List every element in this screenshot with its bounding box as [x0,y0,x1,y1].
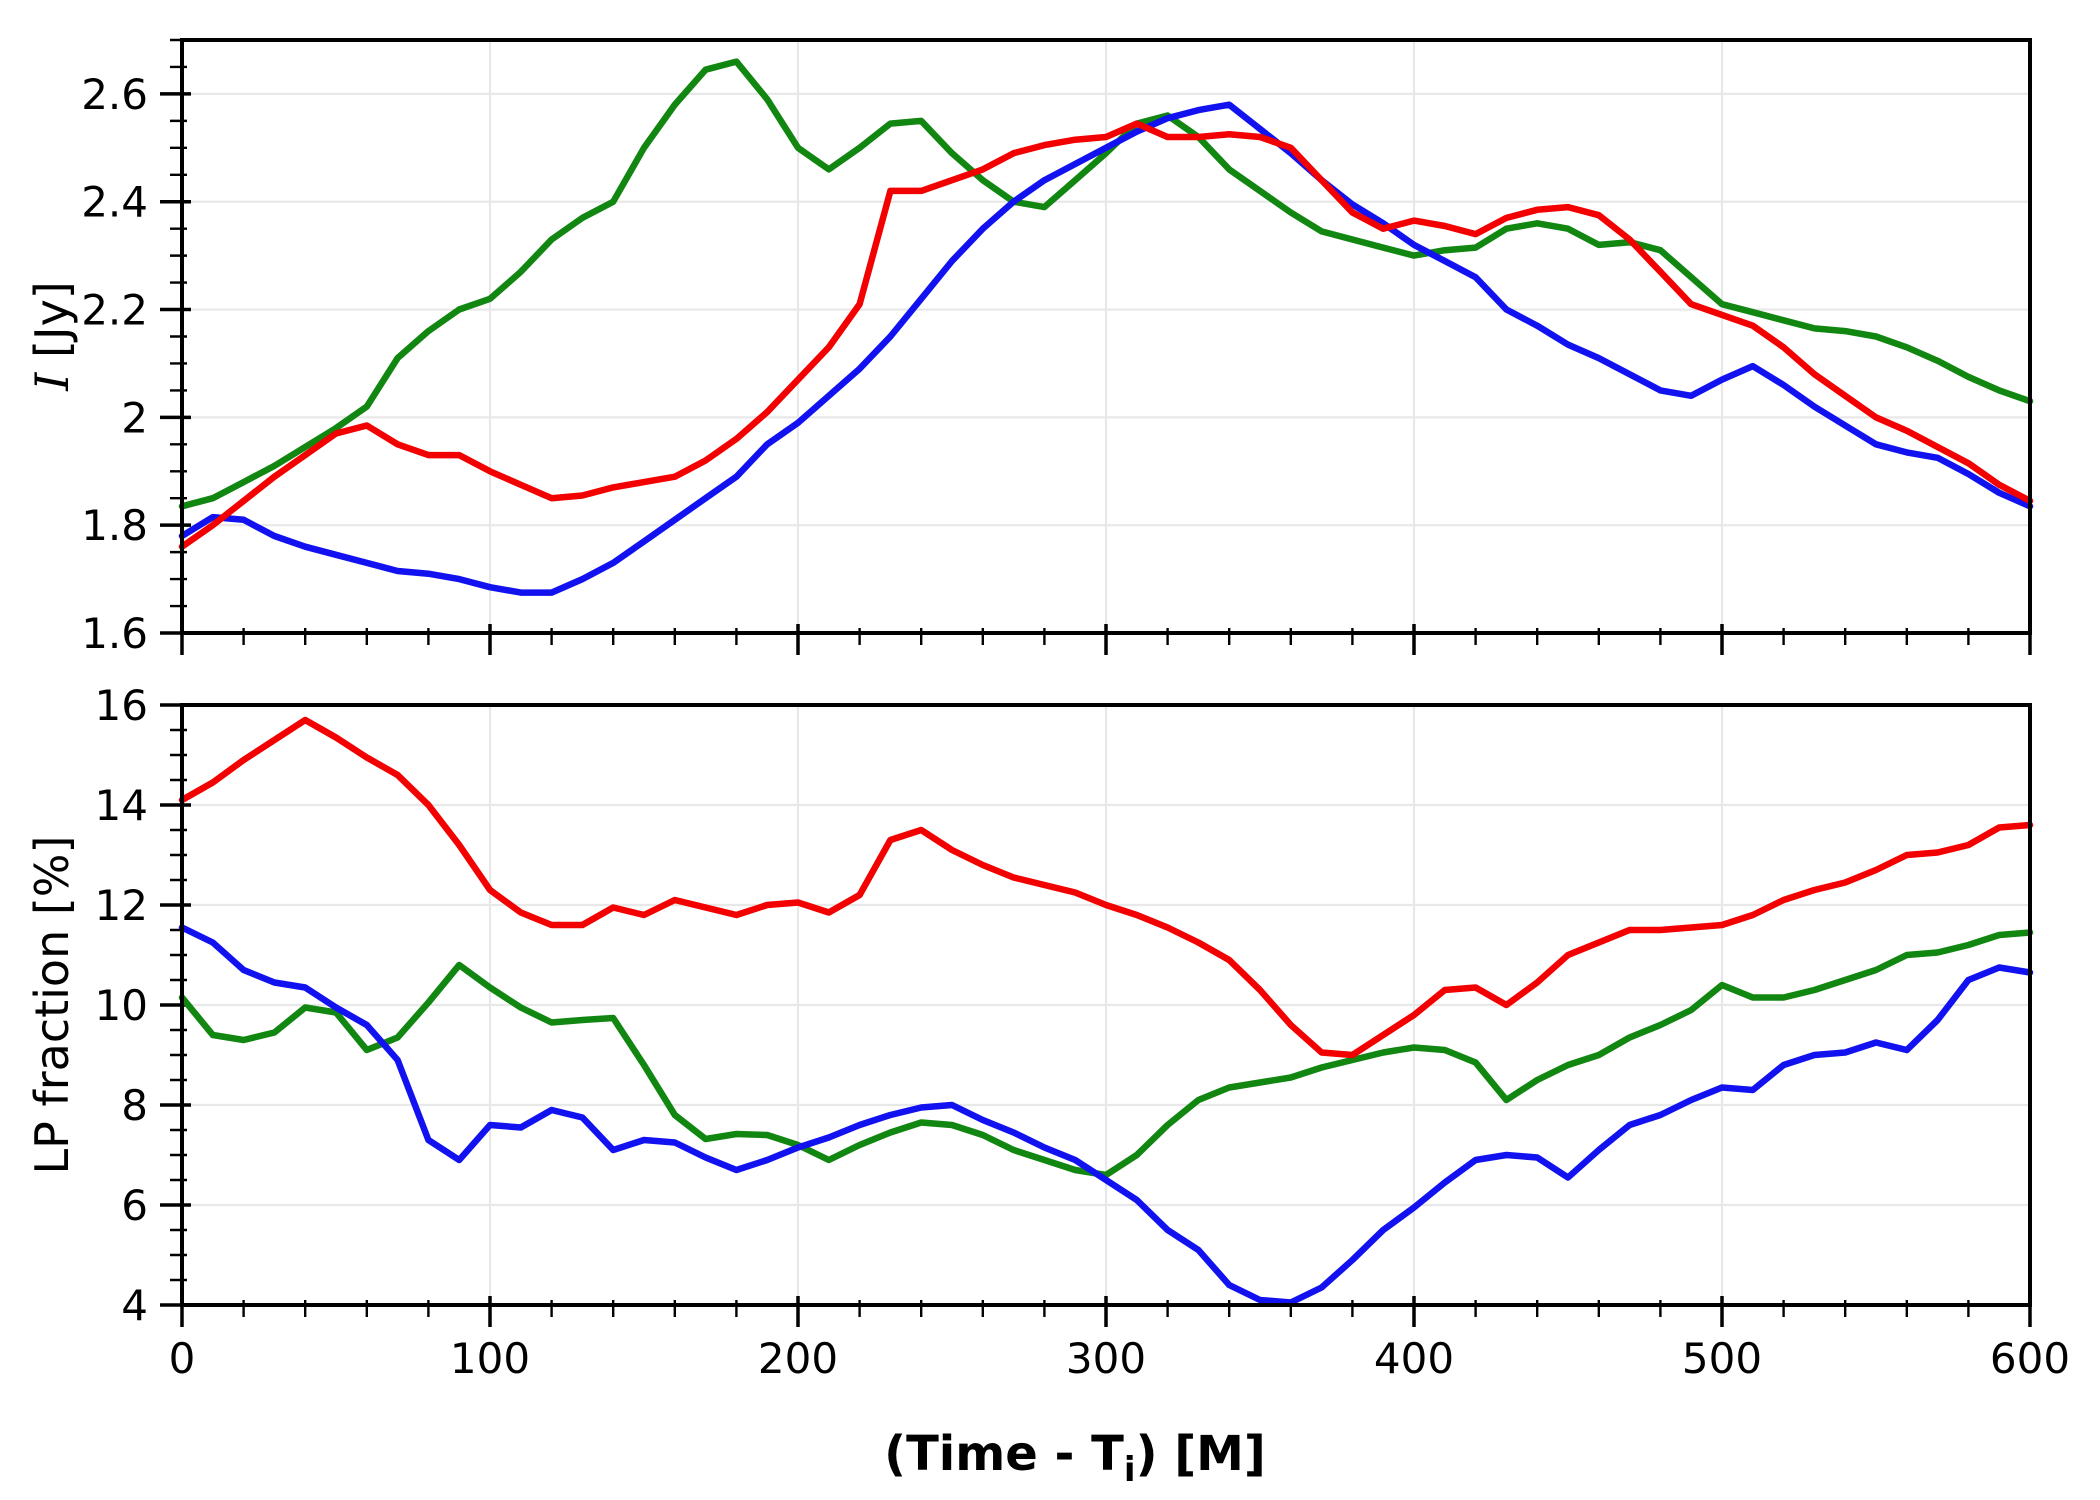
x-tick-label: 100 [450,1334,530,1383]
y-tick-label: 1.8 [81,501,148,550]
top-y-axis-label-symbol: I [25,372,79,391]
bottom-tick-labels: 4 6 8 10 12 14 16 0 100 200 300 400 500 600 [95,681,2071,1383]
y-tick-label: 1.6 [81,609,148,658]
y-tick-label: 16 [95,681,148,730]
x-axis-label: (Time - Ti) [M] [884,1426,1266,1490]
x-tick-label: 600 [1990,1334,2070,1383]
top-ticks [160,38,2032,655]
top-y-axis-label: I [Jy] [25,281,79,390]
x-axis-label-subscript: i [1123,1449,1136,1490]
y-tick-label: 2 [121,393,148,442]
bottom-gridlines [182,705,2030,1305]
x-tick-label: 200 [758,1334,838,1383]
bottom-spines [180,703,2032,1307]
x-axis-label-pre: (Time - T [884,1426,1124,1483]
x-axis-label-post: ) [M] [1135,1426,1266,1483]
y-tick-label: 4 [121,1281,148,1330]
y-tick-label: 2.2 [81,286,148,335]
bottom-series-red [178,716,2034,1059]
bottom-ticks [160,703,2032,1327]
bottom-series-green [178,929,2034,1179]
x-tick-label: 300 [1066,1334,1146,1383]
bottom-y-axis-label: LP fraction [%] [25,836,79,1175]
bottom-panel: 4 6 8 10 12 14 16 0 100 200 300 400 500 600 [95,681,2071,1383]
top-panel: 1.6 1.8 2 2.2 2.4 2.6 [81,38,2034,658]
y-tick-label: 8 [121,1081,148,1130]
y-tick-label: 12 [95,881,148,930]
top-spines [180,38,2032,635]
top-series-green [178,58,2034,510]
bottom-series-blue [178,924,2034,1306]
y-tick-label: 2.6 [81,70,148,119]
y-tick-label: 6 [121,1181,148,1230]
y-tick-label: 10 [95,981,148,1030]
top-tick-labels: 1.6 1.8 2 2.2 2.4 2.6 [81,70,148,658]
top-series-red [178,120,2034,550]
x-tick-label: 500 [1682,1334,1762,1383]
top-y-axis-label-unit: [Jy] [25,281,79,373]
y-tick-label: 14 [95,781,148,830]
y-tick-label: 2.4 [81,178,148,227]
x-tick-label: 400 [1374,1334,1454,1383]
top-gridlines [182,40,2030,633]
top-series-blue [178,101,2034,596]
bottom-y-axis-label-text: LP fraction [%] [25,835,79,1175]
x-tick-label: 0 [169,1334,196,1383]
